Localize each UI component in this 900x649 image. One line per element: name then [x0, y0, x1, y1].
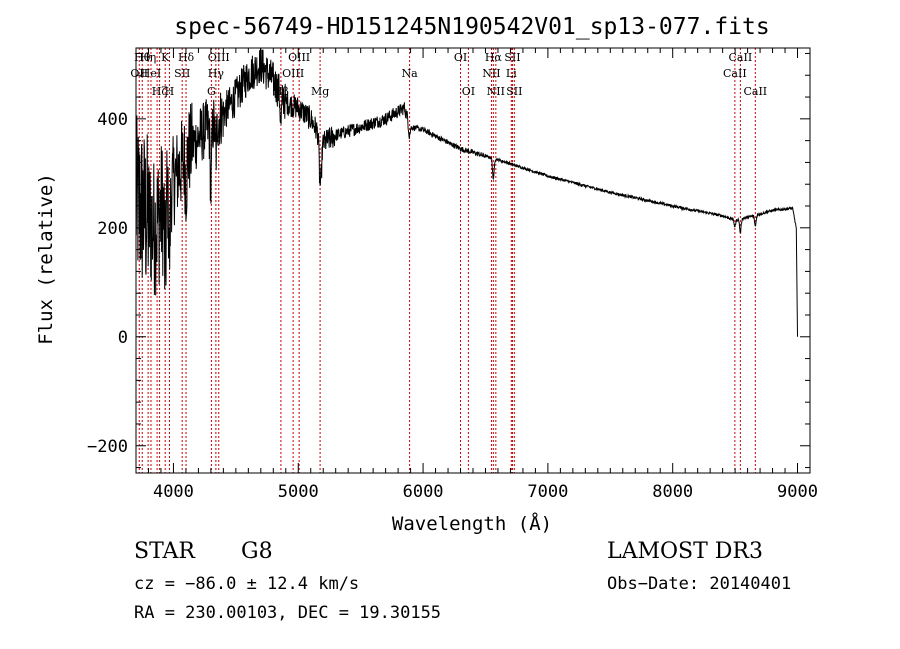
chart-title: spec-56749-HD151245N190542V01_sp13-077.f…	[174, 14, 769, 40]
y-tick-label: 400	[97, 110, 128, 130]
line-marker-label: OIII	[282, 67, 304, 80]
x-axis-label: Wavelength (Å)	[392, 512, 552, 535]
x-tick-label: 4000	[153, 482, 194, 502]
survey-name: LAMOST DR3	[607, 539, 763, 564]
coordinates: RA = 230.00103, DEC = 19.30155	[134, 603, 442, 623]
y-tick-label: 0	[118, 328, 128, 348]
line-marker-label: Hδ	[178, 51, 195, 64]
x-tick-label: 6000	[403, 482, 444, 502]
line-marker-label: HeI	[141, 67, 161, 80]
line-marker-label: OIII	[288, 51, 310, 64]
y-tick-label: 200	[97, 219, 128, 239]
axis-ticks-layer: 4000 5000 6000 7000 8000 9000 −200 0 200 400	[87, 48, 818, 502]
line-marker-label: Na	[402, 67, 419, 80]
line-marker-label: NII	[487, 85, 505, 98]
y-tick-label: −200	[87, 437, 128, 457]
line-marker-label: G	[207, 85, 216, 98]
line-marker-label: Mg	[311, 85, 329, 98]
x-tick-label: 5000	[278, 482, 319, 502]
observation-date: Obs−Date: 20140401	[607, 574, 792, 594]
plot-frame	[135, 47, 811, 474]
line-marker-label: Hθ	[134, 51, 151, 64]
line-marker-label: SII	[504, 51, 520, 64]
line-marker-label: OIII	[208, 51, 230, 64]
x-tick-label: 7000	[527, 482, 568, 502]
line-marker-label: Hη	[140, 51, 156, 64]
line-marker-label: H	[165, 85, 175, 98]
spectrum-line	[135, 48, 798, 337]
line-marker-label: SII	[174, 67, 190, 80]
line-marker-label: OII	[130, 67, 148, 80]
line-marker-label: SII	[506, 85, 522, 98]
redshift-value: cz = −86.0 ± 12.4 km/s	[134, 574, 360, 594]
line-marker-label: OI	[454, 51, 467, 64]
line-marker-label: Li	[506, 67, 517, 80]
line-marker-label: CaII	[743, 85, 767, 98]
line-marker-label: NII	[482, 67, 500, 80]
x-tick-label: 9000	[777, 482, 818, 502]
y-axis-label: Flux (relative)	[35, 173, 57, 345]
line-marker-label: Hζ	[152, 85, 168, 98]
line-marker-label: Hγ	[208, 67, 225, 80]
line-marker-label: CaII	[723, 67, 747, 80]
line-markers-layer	[138, 48, 756, 473]
line-marker-label: CaII	[729, 51, 753, 64]
object-subclass: G8	[241, 539, 273, 564]
object-class: STAR	[134, 539, 195, 564]
line-marker-label: Hβ	[273, 85, 289, 98]
line-marker-label: Hα	[485, 51, 503, 64]
spectrum-chart: spec-56749-HD151245N190542V01_sp13-077.f…	[35, 14, 818, 535]
x-tick-label: 8000	[652, 482, 693, 502]
line-marker-label: OI	[462, 85, 475, 98]
line-marker-label: K	[161, 51, 170, 64]
